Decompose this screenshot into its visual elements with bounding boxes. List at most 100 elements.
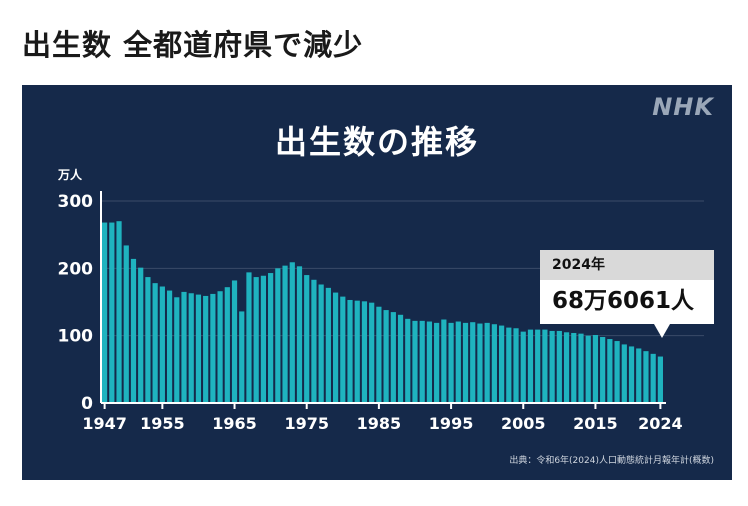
x-tick-label: 2024 (638, 414, 683, 433)
bar (397, 314, 404, 403)
bar (332, 292, 339, 403)
bar (347, 299, 353, 403)
nhk-logo: NHK (652, 93, 714, 121)
bar (477, 323, 483, 403)
bar (296, 266, 303, 403)
x-tick-label: 1955 (140, 414, 185, 433)
y-tick-label: 0 (81, 394, 93, 414)
bar (563, 332, 570, 403)
x-tick-label: 1975 (284, 414, 329, 433)
bar (311, 279, 317, 403)
page-headline: 出生数 全都道府県で減少 (22, 28, 364, 62)
bar (448, 322, 454, 403)
bar (138, 267, 144, 403)
y-tick-label: 300 (58, 192, 94, 212)
bar (434, 322, 440, 403)
bar (484, 322, 490, 403)
bar (390, 312, 396, 403)
bar (527, 329, 534, 403)
x-tick-label: 1947 (82, 414, 127, 433)
callout-pointer (654, 324, 670, 338)
bar (130, 258, 137, 403)
bar (578, 333, 584, 403)
bar (628, 346, 635, 403)
y-tick-label: 100 (58, 327, 94, 347)
bar (491, 324, 497, 403)
bar (253, 277, 259, 403)
bar (260, 275, 267, 403)
bar (289, 262, 295, 403)
bar (210, 293, 216, 403)
bar (607, 339, 613, 403)
bar (318, 284, 324, 403)
bar (174, 297, 180, 403)
bar (304, 275, 310, 403)
bar (231, 280, 238, 403)
bar (592, 334, 599, 403)
bar (498, 325, 505, 403)
bar (600, 337, 606, 403)
bar (535, 329, 541, 403)
bar (405, 318, 411, 403)
bar (282, 265, 288, 403)
bar (102, 222, 108, 403)
bar (109, 222, 115, 403)
bar (621, 344, 627, 403)
bar (455, 321, 461, 403)
bar (361, 301, 368, 403)
bar (520, 331, 526, 403)
bar (188, 293, 194, 403)
bar (441, 319, 447, 403)
bar (217, 291, 223, 403)
bar (470, 322, 476, 403)
bar (354, 300, 360, 403)
bar (166, 290, 173, 403)
x-tick-label: 1985 (357, 414, 402, 433)
chart-title: 出生数の推移 (274, 123, 479, 161)
callout-value: 68万6061人 (552, 288, 695, 314)
bar (383, 310, 389, 403)
bar (268, 273, 274, 403)
bar (195, 294, 202, 403)
bar (556, 330, 562, 403)
source-note: 出典：令和6年(2024)人口動態統計月報年計(概数) (509, 456, 714, 466)
x-tick-label: 2005 (501, 414, 546, 433)
callout-year: 2024年 (540, 250, 714, 280)
bar (657, 356, 663, 403)
bar (571, 332, 577, 403)
chart-panel: NHK 出生数の推移 0 100 200 300 万人 1947 1955 1965 1975 1… (22, 85, 732, 480)
bar (116, 221, 122, 403)
bar (506, 327, 512, 403)
bar (614, 341, 620, 403)
bar (643, 351, 649, 403)
bar (340, 296, 346, 403)
bar (369, 302, 375, 403)
bar (585, 335, 591, 403)
bar (203, 295, 209, 403)
bar (239, 311, 245, 403)
bar (145, 277, 151, 403)
bar (275, 268, 281, 403)
bar (325, 287, 331, 403)
bar (650, 353, 656, 403)
x-tick-label: 2015 (573, 414, 618, 433)
x-tick-label: 1995 (429, 414, 474, 433)
bar (419, 320, 425, 403)
bar (513, 328, 519, 403)
bar (462, 322, 469, 403)
bar (549, 330, 555, 403)
bar (376, 306, 382, 403)
bar (412, 320, 418, 403)
bar (636, 348, 642, 403)
bar (159, 286, 165, 403)
bar (152, 283, 158, 403)
x-tick-label: 1965 (212, 414, 257, 433)
bar (181, 291, 187, 403)
y-axis-unit-label: 万人 (57, 167, 83, 182)
bar (123, 245, 129, 403)
latest-value-callout: 2024年 68万6061人 (540, 250, 714, 324)
bar (246, 272, 252, 403)
bar (542, 329, 548, 403)
y-tick-label: 200 (58, 259, 94, 279)
bar (426, 321, 433, 403)
